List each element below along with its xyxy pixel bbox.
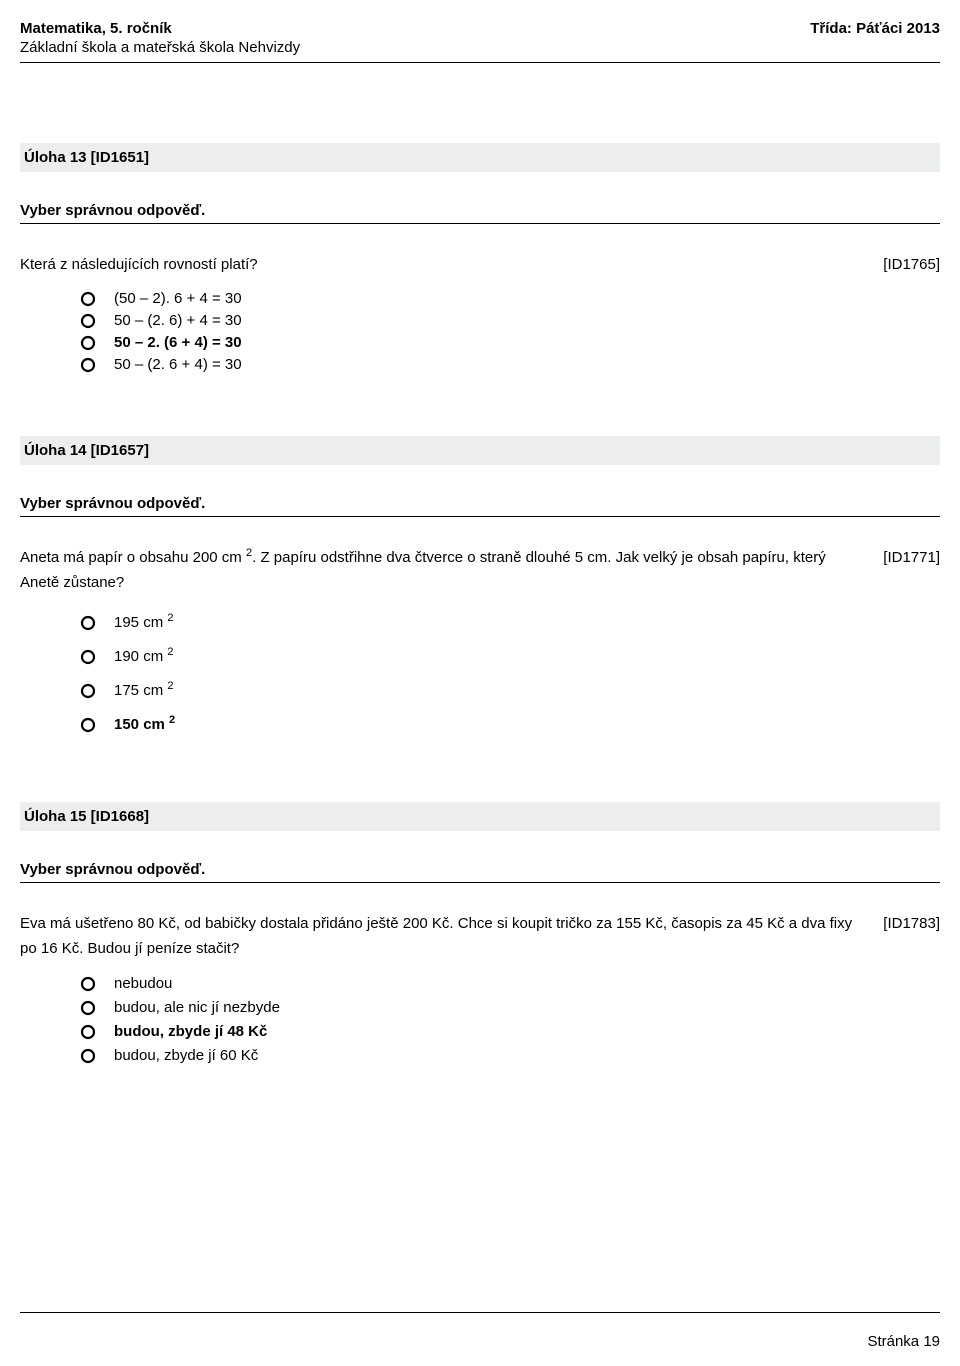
option-label: budou, zbyde jí 60 Kč <box>114 1047 258 1064</box>
task-title: Úloha 13 [ID1651] <box>20 143 940 172</box>
task-instruction: Vyber správnou odpověď. <box>20 495 940 517</box>
option-item[interactable]: budou, zbyde jí 48 Kč <box>80 1020 940 1044</box>
option-label: nebudou <box>114 975 172 992</box>
option-item[interactable]: 50 – 2. (6 + 4) = 30 <box>80 332 940 354</box>
options-list: nebudou budou, ale nic jí nezbyde budou,… <box>20 972 940 1068</box>
radio-icon <box>80 335 96 351</box>
radio-icon <box>80 976 96 992</box>
question-id: [ID1765] <box>883 252 940 278</box>
option-label: 195 cm 2 <box>114 614 173 631</box>
option-label: (50 – 2). 6 + 4 = 30 <box>114 290 242 307</box>
question-text: Aneta má papír o obsahu 200 cm 2. Z papí… <box>20 545 883 596</box>
option-label: 50 – (2. 6) + 4 = 30 <box>114 312 242 329</box>
option-label: 50 – 2. (6 + 4) = 30 <box>114 334 242 351</box>
option-item[interactable]: 195 cm 2 <box>80 606 940 640</box>
question-text: Která z následujících rovností platí? <box>20 252 883 278</box>
task-instruction: Vyber správnou odpověď. <box>20 861 940 883</box>
radio-icon <box>80 615 96 631</box>
radio-icon <box>80 717 96 733</box>
header-rule <box>20 62 940 63</box>
option-item[interactable]: 190 cm 2 <box>80 640 940 674</box>
radio-icon <box>80 649 96 665</box>
option-item[interactable]: budou, zbyde jí 60 Kč <box>80 1044 940 1068</box>
option-label: budou, ale nic jí nezbyde <box>114 999 280 1016</box>
radio-icon <box>80 683 96 699</box>
radio-icon <box>80 313 96 329</box>
options-list: (50 – 2). 6 + 4 = 30 50 – (2. 6) + 4 = 3… <box>20 288 940 376</box>
option-item[interactable]: budou, ale nic jí nezbyde <box>80 996 940 1020</box>
question-id: [ID1771] <box>883 545 940 596</box>
option-item[interactable]: 150 cm 2 <box>80 708 940 742</box>
options-list: 195 cm 2 190 cm 2 175 cm 2 150 cm 2 <box>20 606 940 742</box>
task-title: Úloha 14 [ID1657] <box>20 436 940 465</box>
page-number: Stránka 19 <box>867 1333 940 1350</box>
task-instruction: Vyber správnou odpověď. <box>20 202 940 224</box>
radio-icon <box>80 291 96 307</box>
footer-rule <box>20 1312 940 1313</box>
option-item[interactable]: 50 – (2. 6) + 4 = 30 <box>80 310 940 332</box>
option-item[interactable]: (50 – 2). 6 + 4 = 30 <box>80 288 940 310</box>
option-label: 50 – (2. 6 + 4) = 30 <box>114 356 242 373</box>
question-id: [ID1783] <box>883 911 940 962</box>
radio-icon <box>80 1024 96 1040</box>
radio-icon <box>80 357 96 373</box>
question-text: Eva má ušetřeno 80 Kč, od babičky dostal… <box>20 911 883 962</box>
option-label: 175 cm 2 <box>114 682 173 699</box>
option-label: 150 cm 2 <box>114 716 175 733</box>
header-right-title: Třída: Páťáci 2013 <box>810 20 940 37</box>
header-left-title: Matematika, 5. ročník <box>20 20 172 37</box>
option-item[interactable]: 175 cm 2 <box>80 674 940 708</box>
task-title: Úloha 15 [ID1668] <box>20 802 940 831</box>
option-label: budou, zbyde jí 48 Kč <box>114 1023 267 1040</box>
option-label: 190 cm 2 <box>114 648 173 665</box>
radio-icon <box>80 1048 96 1064</box>
option-item[interactable]: 50 – (2. 6 + 4) = 30 <box>80 354 940 376</box>
header-school: Základní škola a mateřská škola Nehvizdy <box>20 39 940 56</box>
option-item[interactable]: nebudou <box>80 972 940 996</box>
radio-icon <box>80 1000 96 1016</box>
